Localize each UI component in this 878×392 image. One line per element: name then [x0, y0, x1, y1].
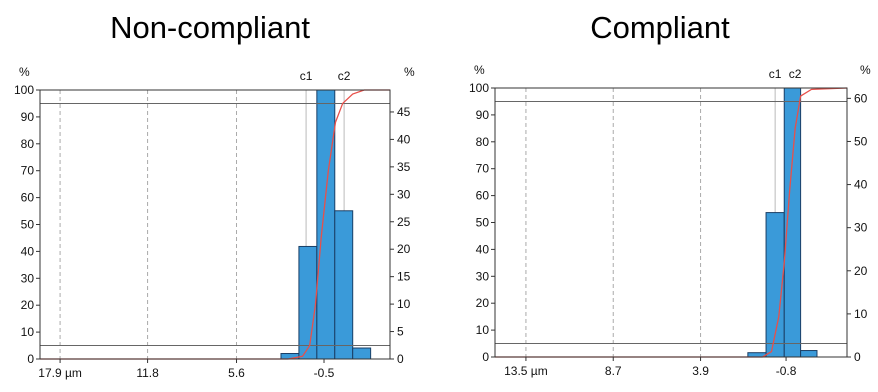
x-tick-label: 5.6	[228, 366, 245, 380]
left-axis-label: %	[474, 63, 485, 77]
right-tick-label: 0	[397, 352, 404, 366]
left-tick-label: 60	[476, 189, 490, 203]
left-axis-label: %	[19, 65, 30, 79]
left-tick-label: 90	[21, 110, 35, 124]
left-tick-label: 20	[21, 298, 35, 312]
right-tick-label: 35	[397, 160, 411, 174]
histogram-bar	[334, 210, 354, 360]
right-tick-label: 40	[397, 132, 411, 146]
right-axis-label: %	[860, 63, 871, 77]
x-tick-label: -0.8	[776, 364, 797, 378]
x-tick-label: 13.5 µm	[504, 364, 548, 378]
marker-label-c2: c2	[789, 67, 802, 81]
left-tick-label: 30	[476, 269, 490, 283]
left-tick-label: 100	[469, 81, 489, 95]
left-tick-label: 80	[21, 137, 35, 151]
histogram-bar	[298, 245, 318, 360]
left-tick-label: 40	[476, 242, 490, 256]
left-tick-label: 90	[476, 108, 490, 122]
right-tick-label: 45	[397, 105, 411, 119]
x-tick-label: -0.5	[314, 366, 335, 380]
left-tick-label: 60	[21, 191, 35, 205]
left-tick-label: 30	[21, 271, 35, 285]
marker-label-c1: c1	[300, 69, 313, 83]
right-tick-label: 15	[397, 270, 411, 284]
right-tick-label: 30	[397, 187, 411, 201]
left-tick-label: 70	[21, 164, 35, 178]
left-tick-label: 10	[476, 323, 490, 337]
right-tick-label: 30	[854, 221, 868, 235]
right-tick-label: 60	[854, 91, 868, 105]
histogram-bar	[800, 350, 818, 358]
right-tick-label: 10	[854, 307, 868, 321]
right-tick-label: 40	[854, 178, 868, 192]
left-tick-label: 0	[27, 352, 34, 366]
right-tick-label: 25	[397, 215, 411, 229]
x-tick-label: 8.7	[605, 364, 622, 378]
right-tick-label: 20	[854, 264, 868, 278]
left-tick-label: 100	[14, 83, 34, 97]
left-tick-label: 0	[482, 350, 489, 364]
non-compliant-panel: Non-compliant % % c1 c2010203040506070809…	[14, 10, 415, 380]
cumulative-curve	[495, 87, 848, 358]
histogram-bar	[316, 89, 336, 360]
x-tick-label: 17.9 µm	[38, 366, 82, 380]
x-tick-label: 11.8	[136, 366, 159, 380]
right-tick-label: 5	[397, 325, 404, 339]
left-tick-label: 80	[476, 135, 490, 149]
marker-label-c1: c1	[769, 67, 782, 81]
chart-title: Non-compliant	[110, 10, 310, 45]
right-axis-label: %	[404, 65, 415, 79]
left-tick-label: 70	[476, 162, 490, 176]
compliant-panel: Compliant % % c1 c20102030405060708090100…	[469, 10, 871, 378]
right-tick-label: 50	[854, 134, 868, 148]
chart-title: Compliant	[590, 10, 730, 45]
histogram-bar	[352, 347, 372, 360]
left-tick-label: 40	[21, 244, 35, 258]
right-tick-label: 10	[397, 297, 411, 311]
right-tick-label: 20	[397, 242, 411, 256]
left-tick-label: 50	[21, 218, 35, 232]
marker-label-c2: c2	[338, 69, 351, 83]
left-tick-label: 10	[21, 325, 35, 339]
right-tick-label: 0	[854, 350, 861, 364]
left-tick-label: 20	[476, 296, 490, 310]
x-tick-label: 3.9	[692, 364, 709, 378]
cumulative-curve	[40, 89, 390, 360]
left-tick-label: 50	[476, 216, 490, 230]
